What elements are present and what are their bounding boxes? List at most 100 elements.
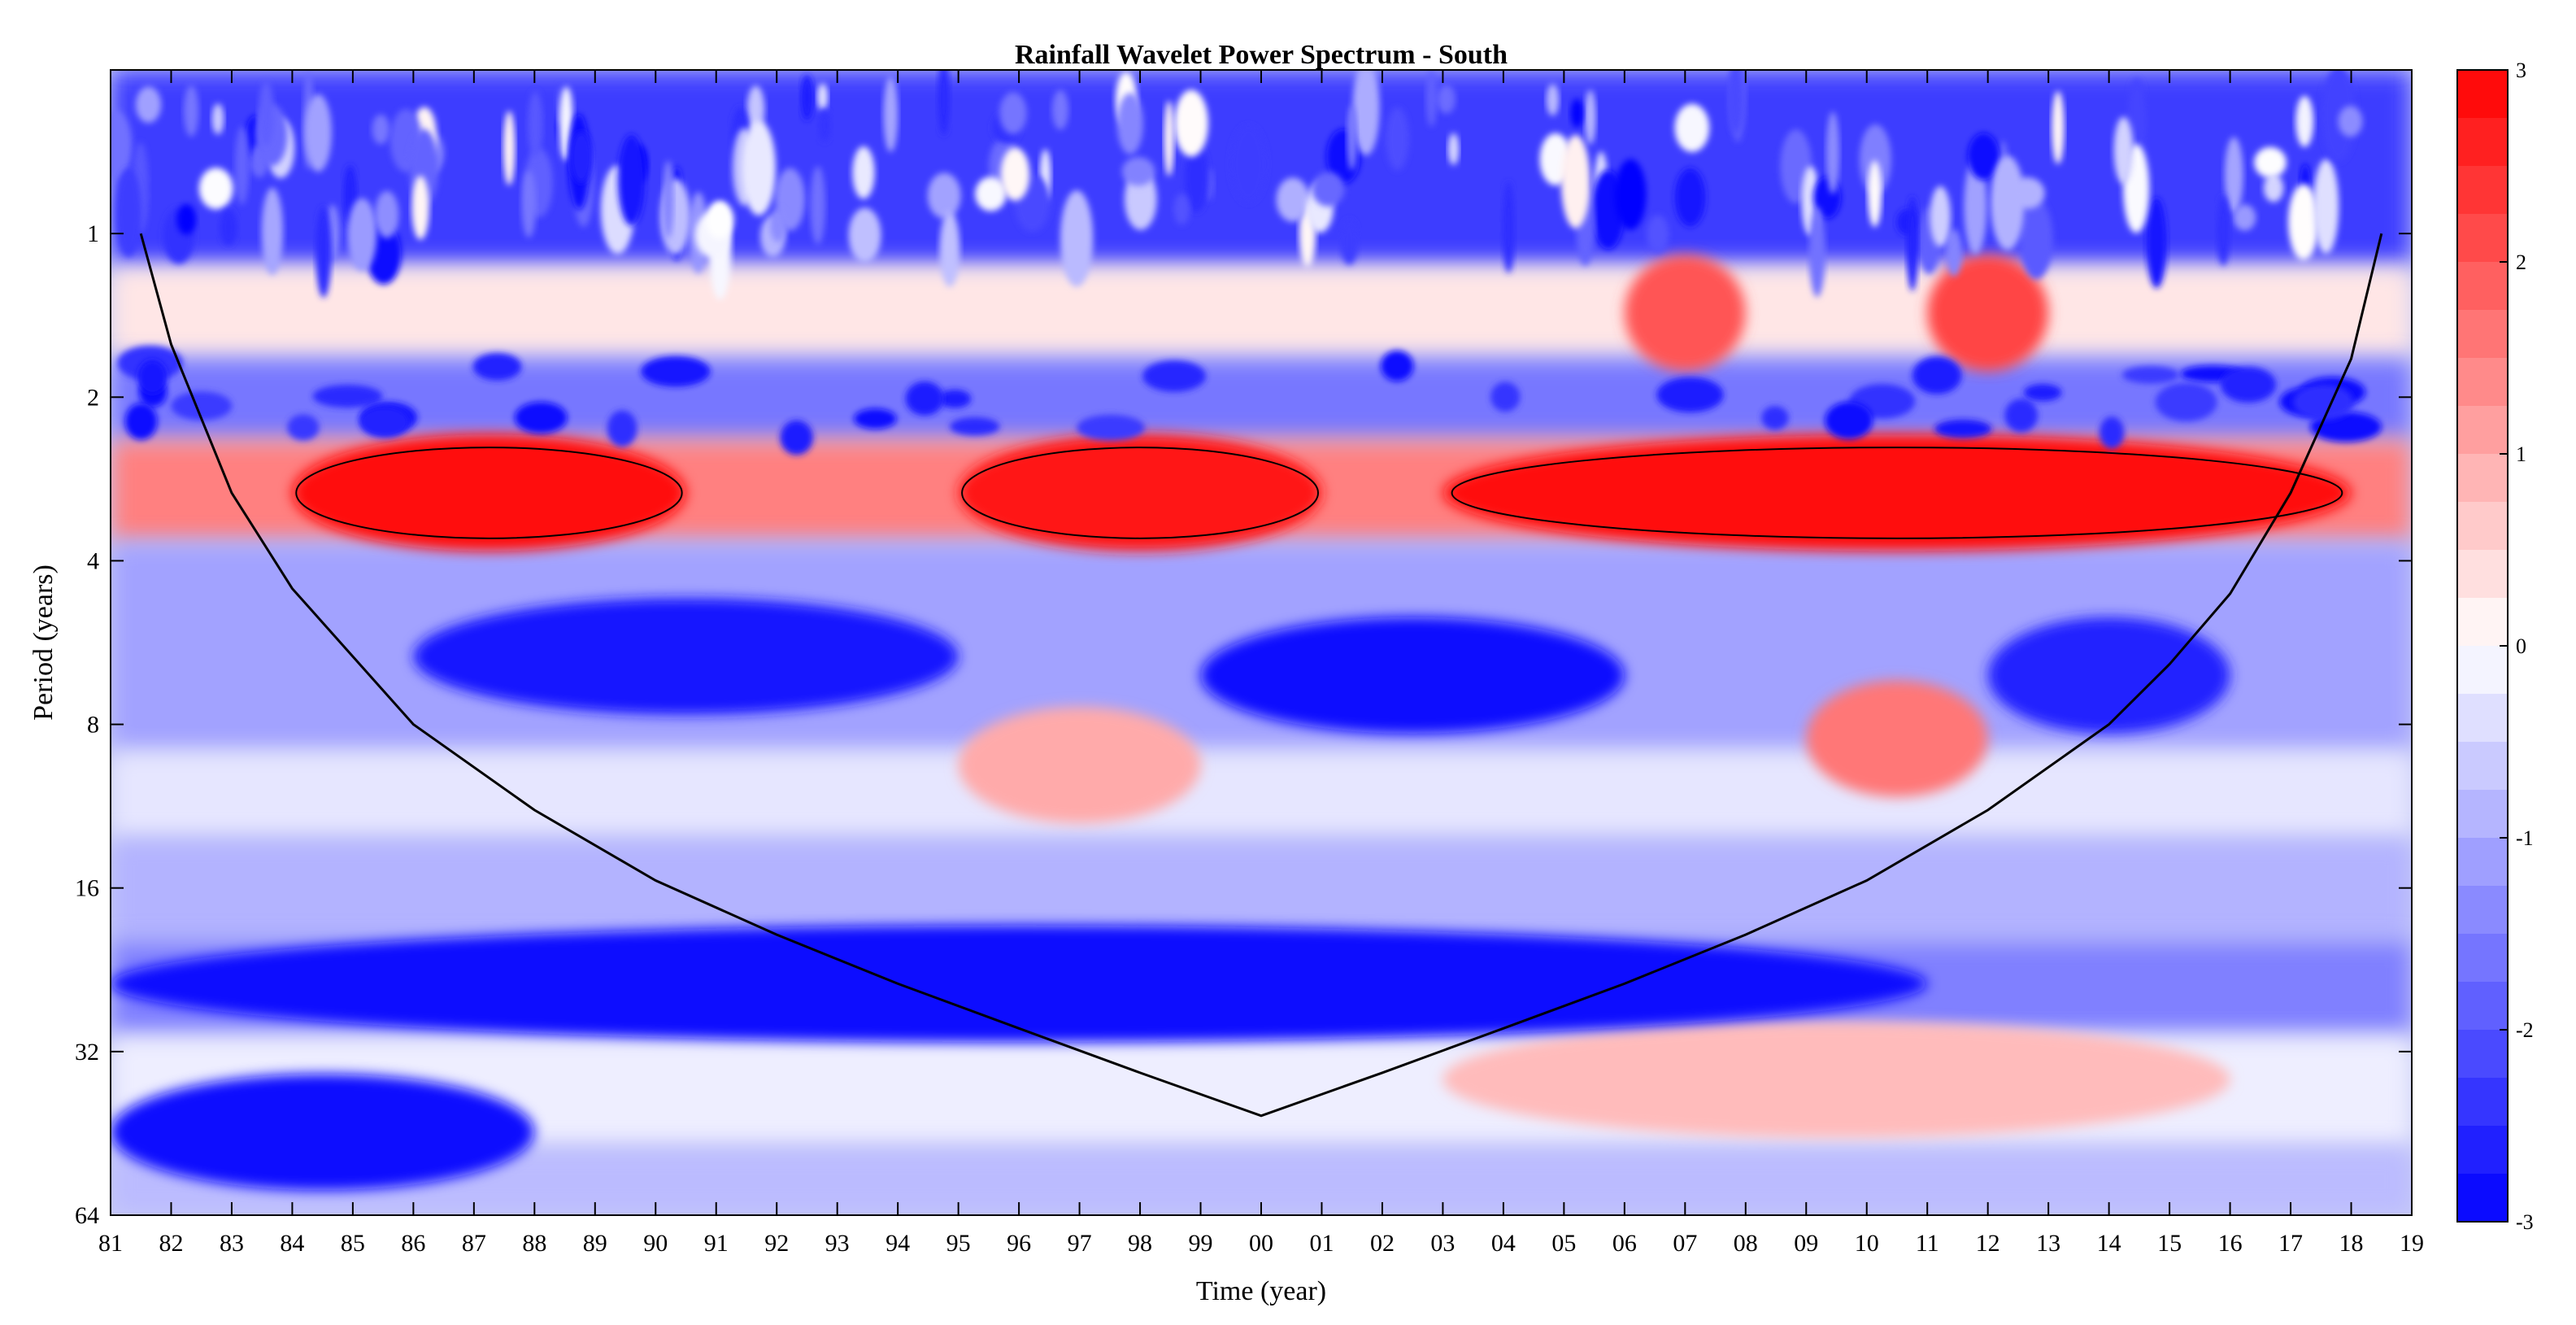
texture-cell — [472, 352, 522, 381]
y-axis: 1 2 4 8 16 32 64 — [75, 220, 2412, 1229]
plot-area — [111, 70, 2412, 1215]
feature-high-6 — [1806, 680, 1988, 797]
x-tick-label: 06 — [1612, 1230, 1637, 1257]
texture-cell — [1121, 156, 1155, 186]
texture-cell — [287, 414, 320, 441]
y-tick-label: 2 — [87, 384, 99, 411]
cone-of-influence-line — [139, 233, 2383, 1118]
x-tick-label: 16 — [2218, 1230, 2243, 1257]
texture-cell — [1340, 219, 1359, 265]
texture-cell — [1546, 84, 1560, 116]
texture-cell — [641, 355, 711, 387]
texture-cell — [1386, 107, 1409, 171]
texture-cell — [618, 134, 646, 226]
texture-cell — [2295, 95, 2314, 147]
x-tick-label: 89 — [583, 1230, 607, 1257]
texture-cell — [848, 207, 881, 263]
texture-cell — [905, 381, 944, 416]
texture-cell — [315, 206, 332, 299]
texture-cell — [261, 187, 284, 276]
x-axis-label: Time (year) — [1196, 1276, 1326, 1306]
texture-cell — [1276, 177, 1310, 222]
texture-cell — [411, 176, 429, 240]
texture-cell — [2220, 366, 2277, 403]
texture-cell — [570, 131, 592, 183]
colorbar-step — [2457, 118, 2508, 167]
texture-cell — [137, 360, 168, 394]
x-tick-label: 92 — [764, 1230, 789, 1257]
x-tick-label: 88 — [522, 1230, 546, 1257]
x-tick-label: 08 — [1734, 1230, 1758, 1257]
colorbar-step — [2457, 550, 2508, 599]
texture-cell — [742, 120, 776, 216]
texture-cell — [1614, 159, 1647, 230]
colorbar-step — [2457, 262, 2508, 311]
x-tick-label: 02 — [1370, 1230, 1395, 1257]
texture-cell — [2321, 70, 2356, 162]
texture-cell — [1656, 377, 1724, 412]
texture-cell — [1808, 207, 1825, 298]
x-tick-label: 94 — [886, 1230, 910, 1257]
texture-cell — [2113, 116, 2134, 184]
texture-cell — [2023, 384, 2062, 402]
x-tick-label: 96 — [1007, 1230, 1031, 1257]
texture-cell — [1825, 402, 1873, 439]
feature-low-8 — [413, 598, 959, 715]
texture-cell — [1347, 105, 1358, 171]
colorbar-step — [2457, 982, 2508, 1031]
texture-cell — [949, 417, 1000, 436]
texture-cell — [2099, 416, 2125, 449]
texture-cell — [1674, 103, 1710, 152]
significance-contour-2 — [1451, 447, 2343, 539]
texture-cell — [1761, 406, 1789, 430]
y-tick-label: 4 — [87, 547, 99, 574]
texture-cell — [234, 126, 250, 205]
x-tick-label: 03 — [1430, 1230, 1455, 1257]
x-tick-label: 12 — [1976, 1230, 2000, 1257]
texture-cell — [1077, 414, 1145, 441]
texture-cell — [1930, 185, 1951, 247]
texture-cell — [1934, 419, 1992, 438]
texture-cell — [211, 103, 224, 135]
colorbar-step — [2457, 454, 2508, 503]
band-2 — [111, 359, 2412, 441]
x-tick-label: 04 — [1491, 1230, 1516, 1257]
texture-cell — [1967, 133, 1999, 181]
band-5 — [111, 752, 2412, 839]
texture-cell — [2146, 197, 2167, 289]
texture-cell — [1437, 85, 1456, 114]
x-tick-label: 01 — [1309, 1230, 1334, 1257]
x-tick-label: 14 — [2097, 1230, 2121, 1257]
texture-cell — [1447, 133, 1460, 166]
texture-cell — [347, 198, 377, 272]
texture-cell — [927, 172, 961, 219]
texture-cell — [183, 85, 199, 137]
x-tick-label: 95 — [946, 1230, 971, 1257]
texture-cell — [521, 170, 537, 238]
texture-cell — [769, 208, 786, 242]
texture-cell — [810, 166, 825, 245]
texture-cell — [1051, 89, 1069, 130]
x-tick-label: 84 — [280, 1230, 304, 1257]
texture-cell — [1727, 70, 1744, 133]
texture-cell — [2254, 146, 2287, 178]
texture-cell — [939, 211, 960, 287]
texture-cell — [220, 208, 237, 246]
y-tick-label: 1 — [87, 220, 99, 247]
texture-cell — [1647, 215, 1669, 254]
texture-cell — [2004, 399, 2039, 433]
texture-cell — [1173, 193, 1190, 225]
x-tick-label: 98 — [1128, 1230, 1152, 1257]
colorbar-tick-label: -2 — [2516, 1018, 2534, 1042]
colorbar-step — [2457, 742, 2508, 791]
texture-cell — [1825, 111, 1840, 194]
texture-cell — [1560, 134, 1590, 229]
texture-cell — [1991, 155, 2025, 251]
texture-cell — [938, 389, 972, 408]
x-tick-label: 17 — [2278, 1230, 2303, 1257]
colorbar-step — [2457, 166, 2508, 215]
feature-low-11 — [111, 925, 1928, 1043]
colorbar-step — [2457, 838, 2508, 887]
x-tick-label: 81 — [98, 1230, 123, 1257]
x-axis: 81 82 83 84 85 86 87 88 89 90 91 92 93 94 95 96 97 98 99 00… — [98, 70, 2424, 1257]
